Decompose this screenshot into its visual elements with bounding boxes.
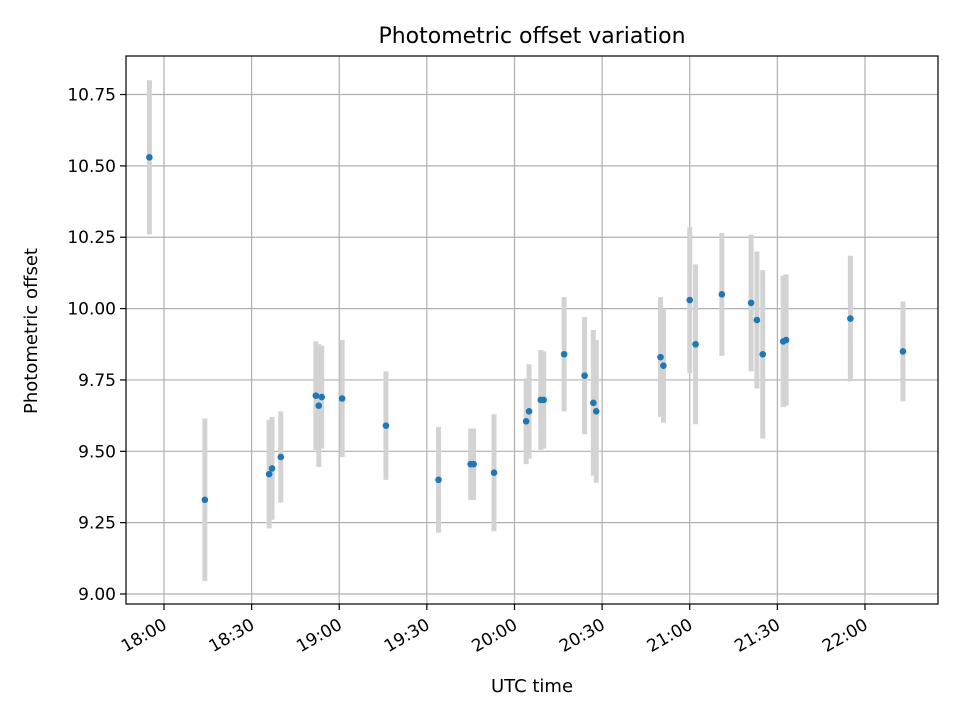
data-point [590, 399, 597, 407]
data-point [338, 395, 346, 402]
data-point [470, 460, 477, 468]
gridlines [126, 56, 938, 604]
data-point [201, 496, 209, 504]
x-axis-label: UTC time [491, 676, 573, 697]
data-point [490, 469, 498, 477]
data-point [315, 402, 323, 409]
data-point [592, 408, 600, 415]
data-point [146, 154, 153, 161]
data-point [657, 353, 664, 361]
data-point [265, 470, 273, 478]
data-point [686, 296, 694, 304]
y-tick-label: 9.75 [78, 371, 116, 391]
data-point [382, 422, 390, 429]
data-points [146, 154, 907, 504]
y-tick-label: 10.25 [67, 228, 116, 248]
data-point [847, 315, 854, 322]
y-tick-label: 10.50 [67, 157, 116, 177]
y-tick-label: 9.25 [78, 514, 116, 534]
data-point [312, 392, 320, 399]
data-point [899, 348, 907, 355]
data-point [718, 291, 726, 298]
data-point [525, 408, 533, 415]
data-point [522, 418, 530, 425]
data-point [318, 393, 325, 401]
data-point [747, 299, 755, 307]
data-point [540, 396, 547, 404]
data-point [277, 453, 285, 461]
data-point [435, 476, 442, 484]
data-point [581, 372, 588, 379]
data-point [560, 350, 568, 358]
y-tick-label: 10.00 [67, 300, 116, 320]
data-point [660, 362, 667, 369]
data-point [782, 336, 790, 344]
y-tick-label: 10.75 [67, 86, 116, 106]
data-point [268, 465, 276, 472]
chart-title: Photometric offset variation [378, 24, 685, 49]
y-tick-label: 9.00 [78, 585, 116, 605]
y-axis-label: Photometric offset [21, 248, 42, 414]
data-point [692, 340, 699, 348]
y-tick-label: 9.50 [78, 442, 116, 462]
data-point [759, 350, 767, 358]
plot-frame [125, 55, 939, 605]
data-point [753, 316, 761, 324]
